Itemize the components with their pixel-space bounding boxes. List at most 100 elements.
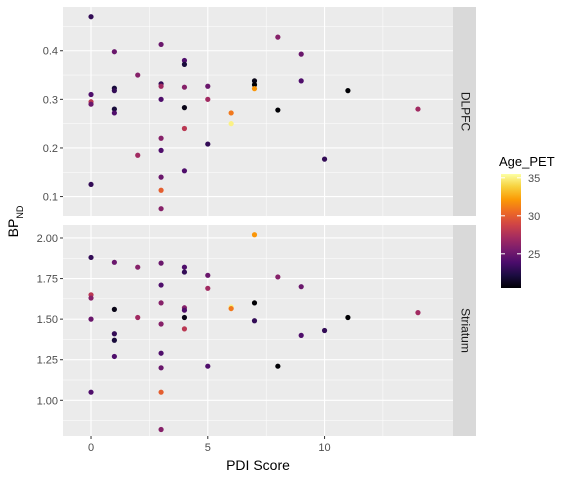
data-point xyxy=(111,106,117,112)
data-point xyxy=(298,284,304,290)
data-point xyxy=(275,274,281,280)
data-point xyxy=(158,41,164,48)
data-point xyxy=(415,106,421,112)
data-point xyxy=(158,426,164,433)
data-point xyxy=(298,332,304,338)
data-point xyxy=(181,84,188,90)
y-tick-label: 0.2 xyxy=(43,143,58,155)
data-point xyxy=(88,14,94,20)
color-legend: Age_PET 25 30 35 xyxy=(499,154,555,288)
data-point xyxy=(158,260,164,266)
data-point xyxy=(181,326,188,332)
panel-background xyxy=(63,7,453,216)
x-tick-label: 5 xyxy=(205,442,211,454)
data-point xyxy=(181,314,188,321)
data-point xyxy=(158,321,164,327)
data-point xyxy=(111,88,117,94)
data-point xyxy=(88,389,94,395)
panel-dlpfc: 0.1 0.2 0.3 0.4 DLPFC xyxy=(43,7,476,216)
x-axis: 0 5 10 xyxy=(88,436,331,454)
data-point xyxy=(135,72,141,78)
data-point xyxy=(88,181,94,188)
data-point xyxy=(111,331,117,337)
data-point xyxy=(158,83,164,89)
data-point xyxy=(228,121,234,127)
data-point xyxy=(415,310,421,316)
data-point xyxy=(251,82,258,88)
data-point xyxy=(205,141,211,147)
data-point xyxy=(158,174,164,180)
legend-tick-label: 30 xyxy=(528,211,540,223)
data-point xyxy=(158,282,164,288)
legend-tick-label: 35 xyxy=(528,173,540,185)
data-point xyxy=(345,314,351,321)
facet-strip-label: Striatum xyxy=(458,308,472,353)
data-point xyxy=(181,61,188,67)
data-point xyxy=(158,350,164,356)
y-tick-label: 1.50 xyxy=(37,314,58,326)
data-point xyxy=(88,316,94,322)
data-point xyxy=(111,353,117,360)
data-point xyxy=(158,206,164,212)
data-point xyxy=(158,300,164,306)
data-point xyxy=(345,88,351,94)
data-point xyxy=(88,254,94,261)
panels: 0.1 0.2 0.3 0.4 DLPFC 1.00 1.25 1.50 1.75 2.00 Str… xyxy=(37,7,476,436)
data-point xyxy=(135,314,141,321)
data-point xyxy=(158,187,164,193)
data-point xyxy=(158,365,164,371)
data-point xyxy=(111,306,117,312)
data-point xyxy=(111,259,117,265)
data-point xyxy=(321,327,328,334)
facet-strip xyxy=(453,7,476,216)
data-point xyxy=(251,318,258,324)
y-tick-label: 1.75 xyxy=(37,274,58,286)
x-tick-label: 0 xyxy=(88,442,94,454)
data-point xyxy=(111,49,117,55)
data-point xyxy=(111,337,117,343)
data-point xyxy=(228,110,234,116)
data-point xyxy=(181,264,188,270)
y-tick-label: 0.4 xyxy=(43,46,58,58)
data-point xyxy=(181,105,188,111)
y-tick-label: 2.00 xyxy=(37,233,58,245)
data-point xyxy=(205,285,211,291)
data-point xyxy=(251,232,258,238)
data-point xyxy=(158,96,164,102)
data-point xyxy=(181,307,188,313)
data-point xyxy=(251,78,258,84)
legend-tick-label: 25 xyxy=(528,249,540,261)
data-point xyxy=(205,83,211,89)
x-axis-title: PDI Score xyxy=(226,457,290,473)
data-point xyxy=(205,272,211,278)
facet-strip-label: DLPFC xyxy=(458,92,472,132)
y-axis-title-subscript: ND xyxy=(15,205,25,218)
data-point xyxy=(275,34,281,40)
y-tick-label: 1.25 xyxy=(37,355,58,367)
data-point xyxy=(158,147,164,153)
data-point xyxy=(321,156,328,162)
x-tick-label: 10 xyxy=(318,442,330,454)
panel-background xyxy=(63,225,453,436)
legend-title: Age_PET xyxy=(499,154,555,169)
data-point xyxy=(158,389,164,395)
facet-strip xyxy=(453,225,476,436)
data-points xyxy=(88,232,421,433)
data-point xyxy=(298,78,304,84)
legend-colorbar xyxy=(501,174,521,288)
data-point xyxy=(88,295,94,301)
data-point xyxy=(181,125,188,132)
data-point xyxy=(88,91,94,98)
data-point xyxy=(135,264,141,270)
data-point xyxy=(111,110,117,116)
data-point xyxy=(251,300,258,306)
data-point xyxy=(135,152,141,158)
data-point xyxy=(251,86,258,92)
y-tick-label: 0.1 xyxy=(43,192,58,204)
data-point xyxy=(205,96,211,102)
data-point xyxy=(275,363,281,369)
y-tick-label: 1.00 xyxy=(37,395,58,407)
data-point xyxy=(181,57,188,64)
data-point xyxy=(298,51,304,57)
